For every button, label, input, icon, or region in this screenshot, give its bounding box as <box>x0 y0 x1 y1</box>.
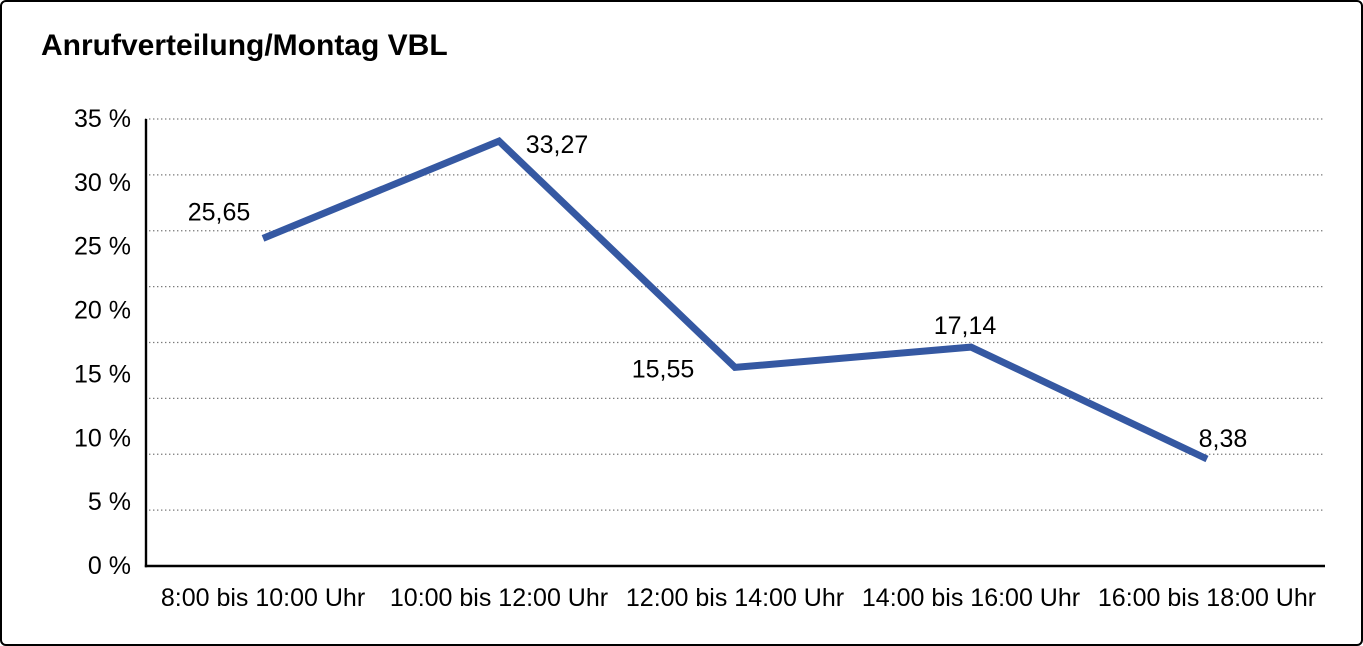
data-series-line <box>261 136 1209 463</box>
data-point-label: 25,65 <box>188 198 251 226</box>
y-axis-tick-label: 10 % <box>74 424 131 452</box>
x-axis-tick-label: 10:00 bis 12:00 Uhr <box>390 584 608 612</box>
data-point-label: 17,14 <box>934 312 997 340</box>
x-axis-tick-label: 14:00 bis 16:00 Uhr <box>862 584 1080 612</box>
data-point-label: 8,38 <box>1199 425 1248 453</box>
y-axis-tick-label: 15 % <box>74 360 131 388</box>
y-axis-tick-label: 5 % <box>88 488 131 516</box>
y-axis-tick-label: 25 % <box>74 233 131 261</box>
x-axis-tick-label: 16:00 bis 18:00 Uhr <box>1098 584 1316 612</box>
x-axis-tick-label: 8:00 bis 10:00 Uhr <box>161 584 365 612</box>
y-axis-tick-label: 20 % <box>74 297 131 325</box>
chart-title: Anrufverteilung/Montag VBL <box>41 29 448 62</box>
y-axis-tick-label: 30 % <box>74 169 131 197</box>
y-axis-tick-label: 0 % <box>88 552 131 580</box>
data-point-label: 15,55 <box>632 355 695 383</box>
data-point-label: 33,27 <box>526 131 589 159</box>
x-axis-tick-label: 12:00 bis 14:00 Uhr <box>626 584 844 612</box>
y-axis-tick-label: 35 % <box>74 105 131 133</box>
